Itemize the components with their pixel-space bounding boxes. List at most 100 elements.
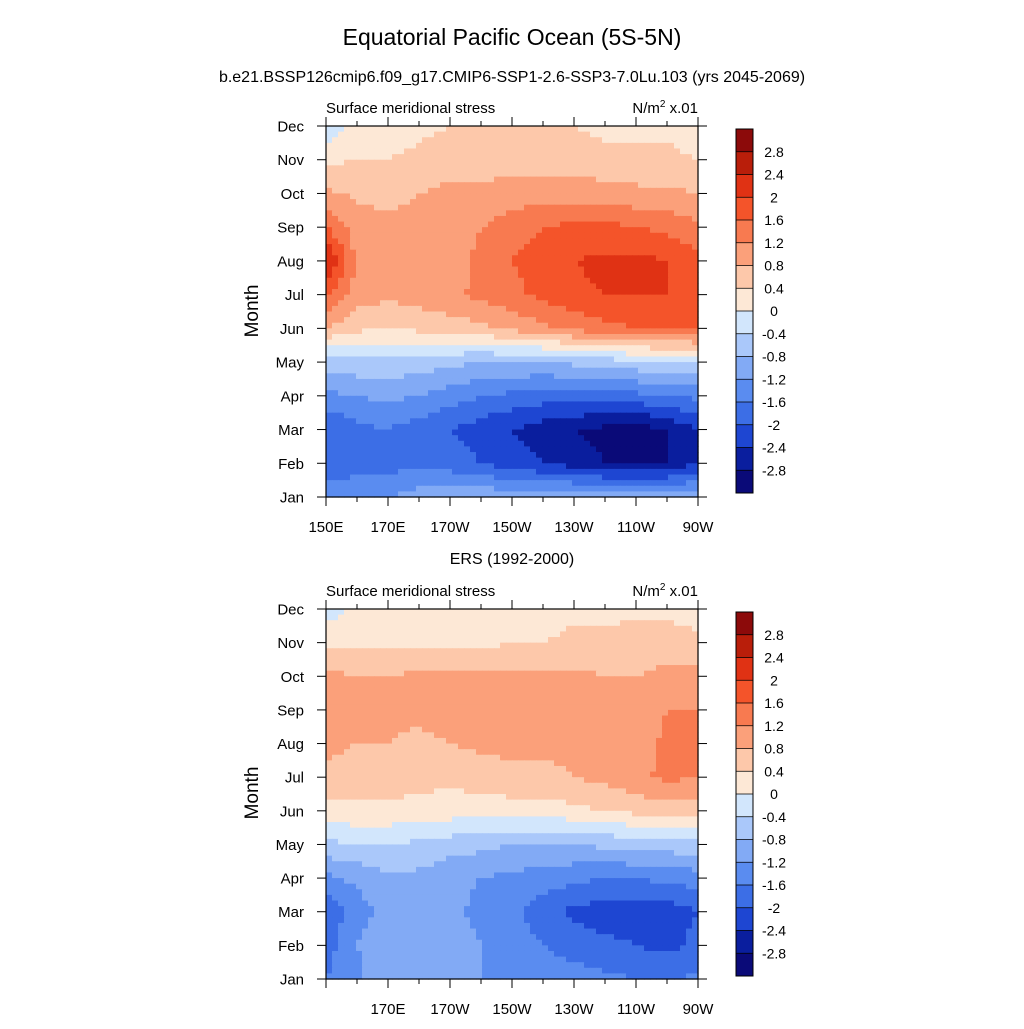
heatmap-cell [608,373,615,379]
heatmap-cell [458,430,465,436]
heatmap-cell [536,665,543,671]
heatmap-cell [428,227,435,233]
heatmap-cell [554,626,561,632]
heatmap-cell [656,373,663,379]
heatmap-cell [470,396,477,402]
heatmap-cell [434,210,441,216]
heatmap-cell [386,654,393,660]
heatmap-cell [530,385,537,391]
heatmap-cell [686,486,693,492]
heatmap-cell [548,356,555,362]
heatmap-cell [398,362,405,368]
heatmap-cell [674,205,681,211]
heatmap-cell [446,407,453,413]
heatmap-cell [380,469,387,475]
heatmap-cell [542,261,549,267]
heatmap-cell [644,295,651,301]
heatmap-cell [674,283,681,289]
heatmap-cell [476,413,483,419]
heatmap-cell [410,458,417,464]
heatmap-cell [410,210,417,216]
heatmap-cell [428,300,435,306]
heatmap-cell [476,643,483,649]
heatmap-cell [386,458,393,464]
heatmap-cell [650,340,657,346]
heatmap-cell [626,446,633,452]
heatmap-cell [380,160,387,166]
heatmap-cell [326,430,333,436]
heatmap-cell [512,441,519,447]
heatmap-cell [356,373,363,379]
heatmap-cell [488,430,495,436]
heatmap-cell [590,295,597,301]
heatmap-cell [344,637,351,643]
heatmap-cell [644,323,651,329]
heatmap-cell [392,154,399,160]
heatmap-cell [626,486,633,492]
heatmap-cell [452,385,459,391]
heatmap-cell [518,312,525,318]
heatmap-cell [374,356,381,362]
heatmap-cell [380,295,387,301]
heatmap-cell [494,148,501,154]
heatmap-cell [356,171,363,177]
heatmap-cell [488,469,495,475]
heatmap-cell [656,126,663,132]
heatmap-cell [644,132,651,138]
heatmap-cell [386,233,393,239]
heatmap-cell [470,317,477,323]
heatmap-cell [662,654,669,660]
heatmap-cell [614,267,621,273]
heatmap-cell [344,452,351,458]
heatmap-cell [530,475,537,481]
heatmap-cell [620,334,627,340]
heatmap-cell [368,171,375,177]
heatmap-cell [644,255,651,261]
heatmap-cell [602,654,609,660]
heatmap-cell [584,289,591,295]
heatmap-cell [662,351,669,357]
heatmap-cell [602,154,609,160]
heatmap-cell [458,205,465,211]
heatmap-cell [560,446,567,452]
heatmap-cell [608,345,615,351]
heatmap-cell [476,637,483,643]
heatmap-cell [428,216,435,222]
heatmap-cell [494,295,501,301]
heatmap-cell [512,177,519,183]
heatmap-cell [668,424,675,430]
heatmap-cell [668,210,675,216]
heatmap-cell [548,272,555,278]
heatmap-cell [560,480,567,486]
heatmap-cell [512,148,519,154]
heatmap-cell [656,469,663,475]
colorbar-label: -1.6 [762,394,786,410]
heatmap-cell [632,278,639,284]
heatmap-cell [440,199,447,205]
heatmap-cell [428,244,435,250]
heatmap-cell [584,475,591,481]
heatmap-cell [674,306,681,312]
heatmap-cell [680,222,687,228]
heatmap-cell [620,278,627,284]
heatmap-cell [644,648,651,654]
heatmap-cell [602,177,609,183]
heatmap-cell [440,615,447,621]
heatmap-cell [398,430,405,436]
heatmap-cell [542,385,549,391]
heatmap-cell [458,643,465,649]
heatmap-cell [488,401,495,407]
heatmap-cell [326,435,333,441]
heatmap-cell [608,216,615,222]
heatmap-cell [668,340,675,346]
heatmap-cell [362,205,369,211]
heatmap-cell [446,418,453,424]
heatmap-cell [452,446,459,452]
heatmap-cell [416,626,423,632]
heatmap-cell [398,328,405,334]
heatmap-cell [494,643,501,649]
heatmap-cell [524,486,531,492]
heatmap-cell [656,182,663,188]
heatmap-cell [590,188,597,194]
heatmap-cell [440,486,447,492]
